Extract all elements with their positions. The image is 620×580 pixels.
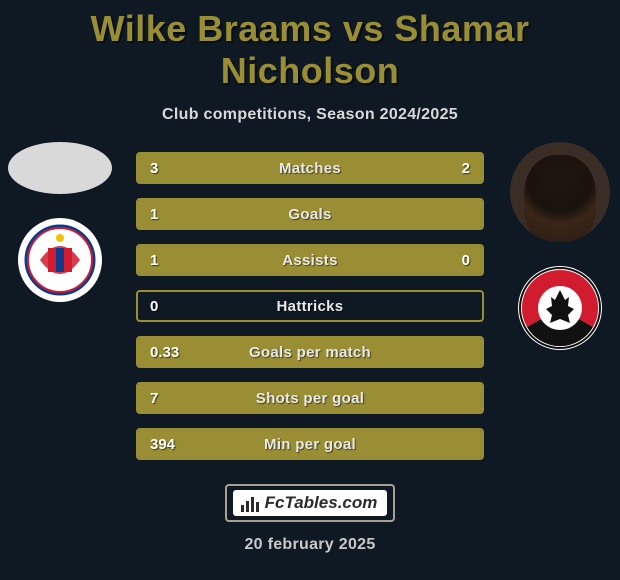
brand-text: FcTables.com [265, 493, 378, 513]
stat-label: Hattricks [138, 298, 482, 315]
stat-row: 1Goals [136, 198, 484, 230]
brand-badge: FcTables.com [225, 484, 395, 522]
brand-badge-inner: FcTables.com [233, 490, 388, 516]
right-player-column [508, 142, 612, 350]
stat-row: 10Assists [136, 244, 484, 276]
footer-date: 20 february 2025 [0, 536, 620, 554]
left-player-column [8, 142, 112, 302]
chivas-logo-icon [18, 218, 102, 302]
stat-row: 32Matches [136, 152, 484, 184]
brand-bars-icon [241, 494, 261, 512]
title: Wilke Braams vs Shamar Nicholson [0, 0, 620, 92]
player-photo-left [8, 142, 112, 194]
player-head-icon [524, 155, 596, 242]
stat-label: Assists [138, 252, 482, 269]
stat-row: 0.33Goals per match [136, 336, 484, 368]
club-logo-right [518, 266, 602, 350]
club-logo-left [18, 218, 102, 302]
stat-bars: 32Matches 1Goals 10Assists 0Hattricks 0.33Go… [136, 152, 484, 460]
player-photo-right [510, 142, 610, 242]
stat-label: Matches [138, 160, 482, 177]
stat-label: Shots per goal [138, 390, 482, 407]
stat-label: Goals [138, 206, 482, 223]
tijuana-logo-icon [518, 266, 602, 350]
stat-row: 394Min per goal [136, 428, 484, 460]
stat-label: Min per goal [138, 436, 482, 453]
content-area: 32Matches 1Goals 10Assists 0Hattricks 0.33Go… [0, 152, 620, 460]
stat-label: Goals per match [138, 344, 482, 361]
stat-row: 0Hattricks [136, 290, 484, 322]
stat-row: 7Shots per goal [136, 382, 484, 414]
comparison-card: Wilke Braams vs Shamar Nicholson Club co… [0, 0, 620, 580]
subtitle: Club competitions, Season 2024/2025 [0, 106, 620, 124]
